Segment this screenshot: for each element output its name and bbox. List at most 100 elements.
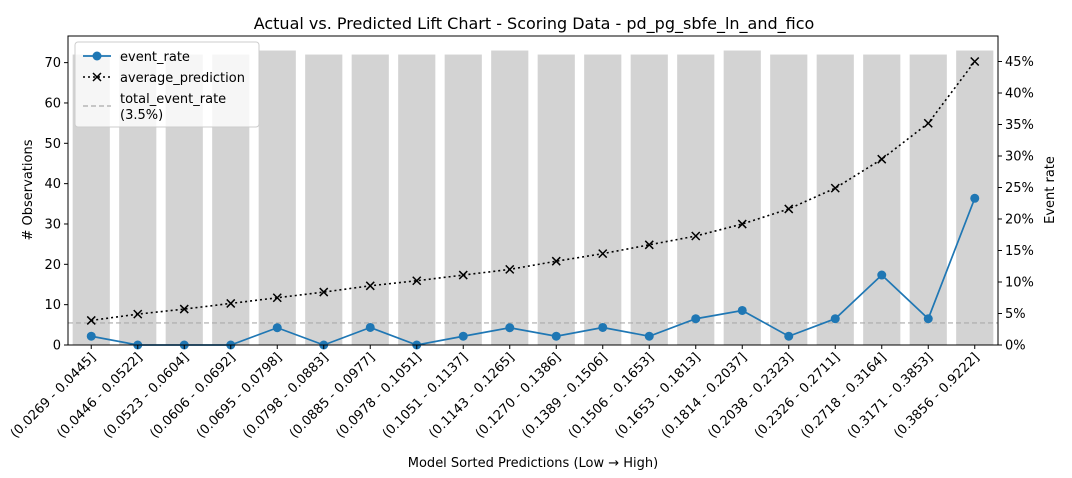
y-tick-label-3: 30 — [44, 217, 61, 232]
legend-total-event-rate-value: (3.5%) — [120, 108, 163, 123]
event-rate-point-0 — [86, 331, 96, 341]
x-axis-ticks: (0.0269 - 0.0445](0.0446 - 0.0522](0.052… — [8, 345, 983, 441]
bar-15 — [770, 54, 808, 345]
plot-frame — [67, 35, 999, 346]
bar-4 — [258, 50, 296, 346]
legend-average-prediction-label: average_prediction — [120, 71, 245, 86]
average-prediction-point-15 — [784, 204, 794, 214]
event-rate-point-8 — [458, 331, 468, 341]
x-tick-label-6: (0.0885 - 0.0977] — [287, 350, 378, 441]
bar-18 — [909, 54, 947, 345]
event-rate-point-13 — [691, 314, 701, 324]
chart-title: Actual vs. Predicted Lift Chart - Scorin… — [254, 14, 815, 34]
bar-6 — [351, 54, 389, 345]
bar-11 — [584, 54, 622, 345]
x-tick-label-3: (0.0606 - 0.0692] — [147, 350, 238, 441]
average-prediction-point-9 — [505, 264, 515, 274]
x-tick-label-18: (0.3171 - 0.3853] — [845, 350, 936, 441]
average-prediction-point-12 — [644, 240, 654, 250]
y-tick-label-0: 0 — [53, 339, 61, 354]
average-prediction-point-1 — [133, 309, 143, 319]
event-rate-point-15 — [784, 331, 794, 341]
average-prediction-point-17 — [877, 154, 887, 164]
event-rate-point-9 — [505, 323, 515, 333]
event-rate-point-14 — [737, 305, 747, 315]
event-rate-point-12 — [644, 331, 654, 341]
x-tick-label-7: (0.0978 - 0.1051] — [333, 350, 424, 441]
x-tick-label-5: (0.0798 - 0.0883] — [240, 350, 331, 441]
average-prediction-markers — [86, 56, 980, 325]
bar-5 — [305, 54, 343, 345]
event-rate-point-6 — [365, 322, 375, 332]
average-prediction-point-18 — [923, 118, 933, 128]
average-prediction-point-6 — [365, 281, 375, 291]
y2-tick-label-3: 15% — [1005, 244, 1034, 259]
x-tick-label-11: (0.1389 - 0.1506] — [519, 350, 610, 441]
event-rate-point-4 — [272, 323, 282, 333]
event-rate-point-19 — [970, 193, 980, 203]
y-axis-label: # Observations — [21, 139, 36, 240]
bar-14 — [723, 50, 761, 346]
left-axis-ticks: 0 10 20 30 40 50 60 70 — [44, 56, 68, 354]
bar-9 — [491, 50, 529, 346]
event-rate-point-18 — [923, 314, 933, 324]
bar-12 — [630, 54, 668, 345]
legend-box — [74, 41, 260, 128]
y-tick-label-1: 10 — [44, 298, 61, 313]
y2-tick-label-5: 25% — [1005, 181, 1034, 196]
x-tick-label-19: (0.3856 - 0.9222] — [891, 350, 982, 441]
y2-tick-label-9: 45% — [1005, 55, 1034, 70]
y2-tick-label-7: 35% — [1005, 118, 1034, 133]
x-tick-label-0: (0.0269 - 0.0445] — [8, 350, 99, 441]
average-prediction-point-8 — [458, 270, 468, 280]
average-prediction-point-0 — [86, 315, 96, 325]
bar-16 — [816, 54, 854, 345]
y-tick-label-7: 70 — [44, 56, 61, 71]
event-rate-line — [91, 197, 976, 346]
y2-tick-label-8: 40% — [1005, 87, 1034, 102]
x-tick-label-16: (0.2326 - 0.2711] — [752, 350, 843, 441]
y2-tick-label-0: 0% — [1005, 339, 1026, 354]
average-prediction-point-14 — [737, 219, 747, 229]
x-tick-label-9: (0.1143 - 0.1265] — [426, 350, 517, 441]
y2-tick-label-6: 30% — [1005, 150, 1034, 165]
right-axis-ticks: 0% 5% 10% 15% 20% 25% 30% 35% 40% 45% — [998, 55, 1034, 354]
average-prediction-point-10 — [551, 256, 561, 266]
x-tick-label-15: (0.2038 - 0.2323] — [705, 350, 796, 441]
legend-event-rate-label: event_rate — [120, 50, 190, 65]
x-tick-label-4: (0.0695 - 0.0798] — [194, 350, 285, 441]
average-prediction-point-19 — [970, 56, 980, 67]
x-tick-label-13: (0.1653 - 0.1813] — [612, 350, 703, 441]
y-tick-label-2: 20 — [44, 258, 61, 273]
legend-total-event-rate-label: total_event_rate — [120, 92, 226, 107]
event-rate-point-17 — [877, 270, 887, 280]
event-rate-point-11 — [598, 322, 608, 332]
bar-13 — [677, 54, 715, 345]
average-prediction-point-16 — [830, 183, 840, 193]
y2-tick-label-4: 20% — [1005, 213, 1034, 228]
event-rate-point-16 — [830, 314, 840, 324]
bar-17 — [863, 54, 901, 345]
x-tick-label-1: (0.0446 - 0.0522] — [54, 350, 145, 441]
average-prediction-point-4 — [272, 293, 282, 303]
bar-8 — [444, 54, 482, 345]
bar-7 — [398, 54, 436, 345]
average-prediction-point-11 — [598, 249, 608, 259]
y2-tick-label-1: 5% — [1005, 307, 1026, 322]
y-tick-label-6: 60 — [44, 96, 61, 111]
y-tick-label-5: 50 — [44, 137, 61, 152]
y2-tick-label-2: 10% — [1005, 276, 1034, 291]
bar-10 — [537, 54, 575, 345]
x-tick-label-12: (0.1506 - 0.1653] — [566, 350, 657, 441]
event-rate-point-10 — [551, 331, 561, 341]
event-rate-markers — [86, 193, 980, 350]
average-prediction-point-3 — [226, 298, 236, 308]
x-tick-label-2: (0.0523 - 0.0604] — [101, 350, 192, 441]
legend-average-prediction-marker — [92, 72, 102, 82]
average-prediction-point-5 — [319, 287, 329, 297]
legend-event-rate-marker — [92, 51, 102, 61]
average-prediction-point-7 — [412, 276, 422, 286]
x-tick-label-10: (0.1270 - 0.1386] — [473, 350, 564, 441]
y2-axis-label: Event rate — [1043, 156, 1058, 224]
